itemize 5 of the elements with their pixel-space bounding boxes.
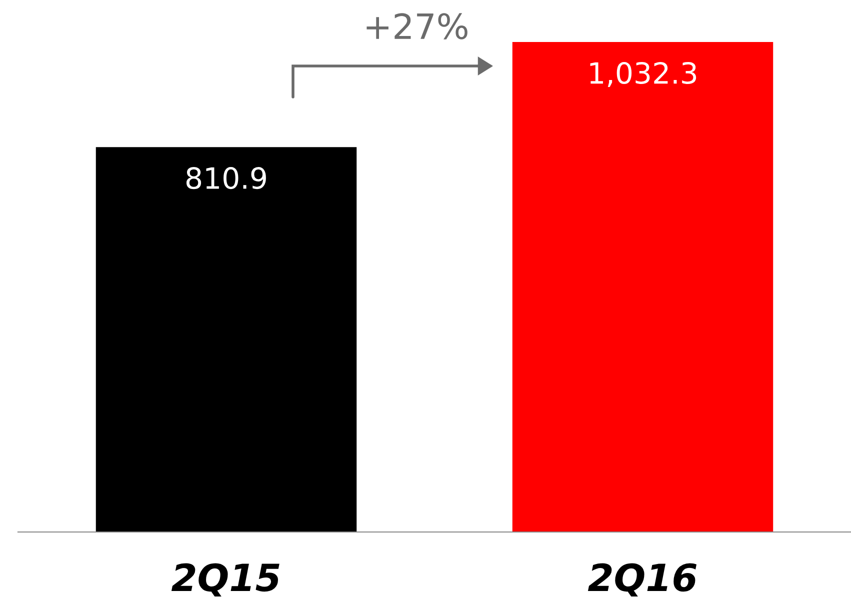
text: +27% [366,13,468,40]
x-tick-label: 2Q15 [171,563,280,597]
x-tick-label: 2Q16 [588,563,696,597]
data-label: 810.9 [186,167,266,190]
data-label: 1,032.3 [590,62,696,87]
